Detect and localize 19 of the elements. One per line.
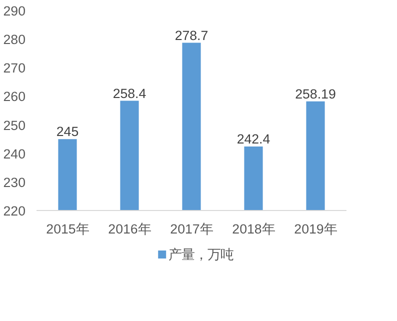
- x-tick-label: 2017年: [170, 222, 213, 236]
- y-tick-label: 290: [3, 4, 26, 18]
- data-label: 245: [56, 124, 79, 140]
- x-tick-label: 2019年: [294, 222, 337, 236]
- data-label: 242.4: [236, 132, 271, 146]
- y-tick-label: 220: [3, 204, 26, 218]
- y-tick-label: 280: [3, 32, 26, 48]
- y-tick-label: 230: [3, 174, 26, 190]
- x-tick-label: 2016年: [108, 222, 151, 236]
- x-tick-label: 2018年: [232, 222, 275, 236]
- x-tick-label: 2015年: [46, 222, 89, 236]
- y-tick-label: 250: [3, 118, 26, 133]
- y-tick-label: 270: [3, 60, 26, 76]
- legend-label: 产量，万吨: [168, 247, 234, 262]
- y-tick-label: 260: [3, 89, 26, 104]
- data-label: 278.7: [174, 28, 208, 43]
- data-label: 258.19: [295, 86, 336, 102]
- data-label: 258.4: [112, 86, 147, 101]
- y-tick-label: 240: [3, 146, 26, 162]
